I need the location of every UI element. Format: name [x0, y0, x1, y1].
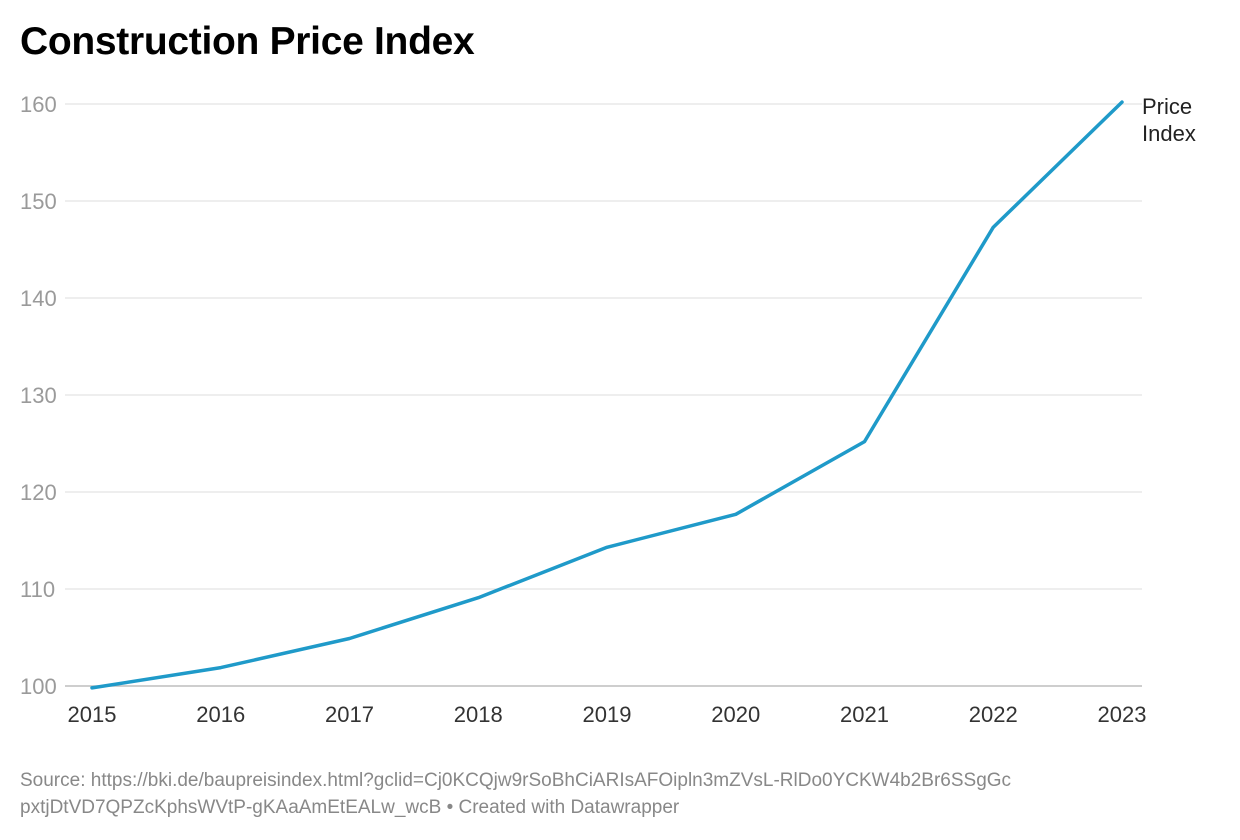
x-tick-label: 2023: [1098, 702, 1147, 727]
x-tick-label: 2018: [454, 702, 503, 727]
y-tick-label: 120: [20, 480, 57, 505]
x-tick-label: 2019: [583, 702, 632, 727]
series-layer: Price Index: [90, 94, 1196, 690]
source-note: Source: https://bki.de/baupreisindex.htm…: [20, 770, 1012, 818]
y-tick-label: 150: [20, 189, 57, 214]
x-tick-label: 2015: [68, 702, 117, 727]
y-axis-ticks: 100 110 120 130 140 150 160: [20, 92, 57, 699]
series-line: [90, 100, 1124, 690]
chart-title: Construction Price Index: [20, 20, 475, 63]
y-tick-label: 100: [20, 674, 57, 699]
x-tick-label: 2021: [840, 702, 889, 727]
y-tick-label: 130: [20, 383, 57, 408]
x-tick-label: 2016: [196, 702, 245, 727]
x-axis-ticks: 2015 2016 2017 2018 2019 2020 2021 2022 2023: [68, 702, 1147, 727]
series-label: Price Index: [1142, 94, 1196, 146]
gridlines: [65, 103, 1142, 687]
x-tick-label: 2020: [711, 702, 760, 727]
x-tick-label: 2022: [969, 702, 1018, 727]
x-tick-label: 2017: [325, 702, 374, 727]
y-tick-label: 110: [20, 577, 55, 602]
y-tick-label: 160: [20, 92, 57, 117]
y-tick-label: 140: [20, 286, 57, 311]
